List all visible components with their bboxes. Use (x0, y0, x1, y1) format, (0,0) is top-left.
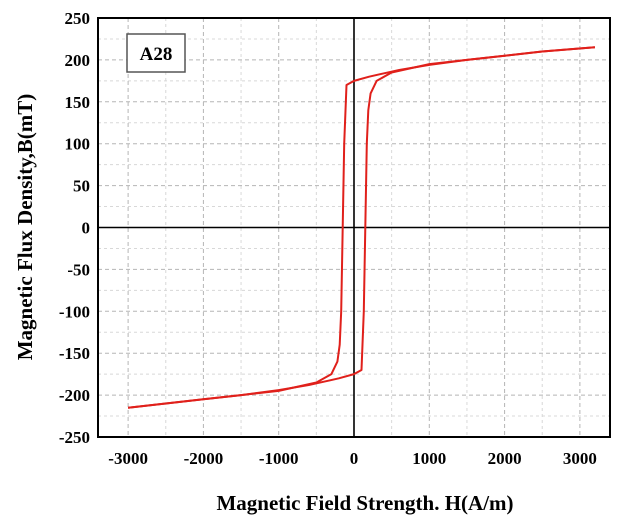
y-tick-label: -200 (59, 386, 90, 405)
y-tick-label: 100 (65, 135, 91, 154)
x-tick-label: -2000 (184, 449, 224, 468)
x-tick-label: 1000 (412, 449, 446, 468)
series-layer (127, 46, 595, 409)
plot-frame (97, 17, 611, 438)
x-tick-label: 0 (350, 449, 359, 468)
sample-badge-box (126, 33, 186, 73)
y-tick-label: -150 (59, 344, 90, 363)
y-tick-label: -50 (67, 260, 90, 279)
y-tick-labels: 250 200 150 100 50 0 -50 -100 -150 -200 -250 (59, 9, 90, 447)
y-tick-label: 250 (65, 9, 91, 28)
x-axis-title: Magnetic Field Strength. H(A/m) (216, 491, 513, 515)
x-tick-label: -3000 (108, 449, 148, 468)
y-tick-label: 200 (65, 51, 91, 70)
hysteresis-branch-2 (127, 46, 595, 409)
x-tick-label: -1000 (259, 449, 299, 468)
y-tick-label: -100 (59, 302, 90, 321)
x-tick-label: 3000 (563, 449, 597, 468)
zero-axes (98, 18, 610, 437)
y-tick-label: 50 (73, 177, 90, 196)
y-tick-label: 0 (82, 219, 91, 238)
sample-badge-label: A28 (140, 44, 173, 65)
y-tick-label: 150 (65, 93, 91, 112)
x-tick-label: 2000 (488, 449, 522, 468)
x-tick-labels: -3000 -2000 -1000 0 1000 2000 3000 (108, 449, 597, 468)
y-tick-label: -250 (59, 428, 90, 447)
sample-badge: A28 (126, 33, 186, 73)
y-axis-title: Magnetic Flux Density,B(mT) (13, 94, 37, 361)
